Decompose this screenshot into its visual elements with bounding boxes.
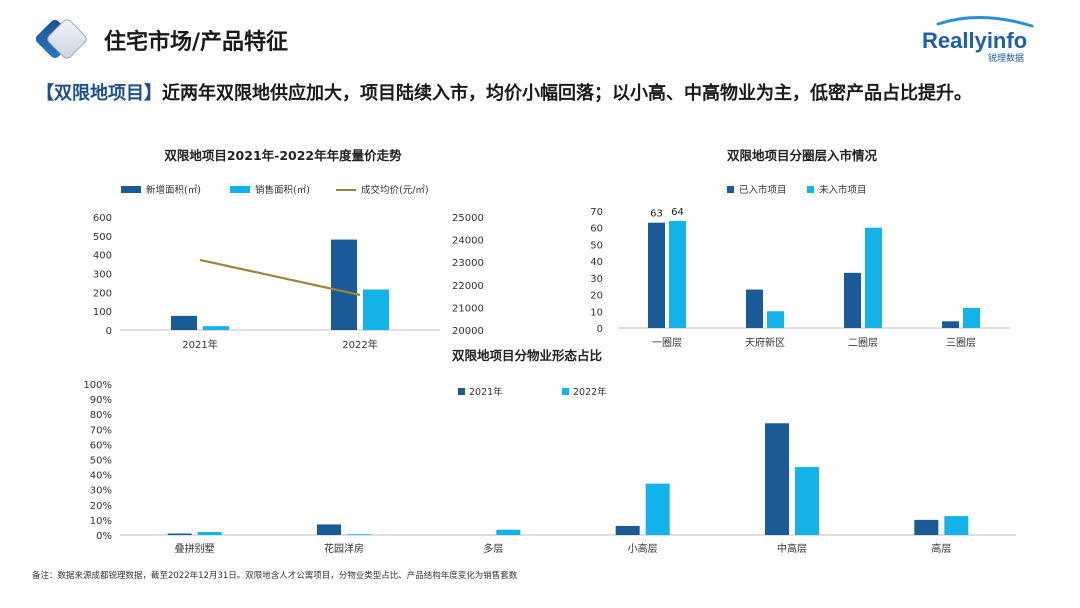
chart2-ytick-label: 60 <box>590 224 603 235</box>
chart2-xtick-label: 天府新区 <box>745 336 785 349</box>
chart2-ytick-label: 20 <box>590 291 603 302</box>
chart1-y2tick-label: 21000 <box>452 303 484 314</box>
chart3-ytick-label: 100% <box>83 380 112 391</box>
chart3-xtick-label: 花园洋房 <box>324 542 364 555</box>
chart3-legend-0: 2021年 <box>469 386 503 398</box>
chart1-title: 双限地项目2021年-2022年年度量价走势 <box>163 148 402 163</box>
chart3-legend-1: 2022年 <box>573 386 607 398</box>
chart3-title: 双限地项目分物业形态占比 <box>451 348 603 363</box>
chart2-bar-unlisted <box>767 311 784 328</box>
chart1-ytick-label: 200 <box>93 288 112 299</box>
chart1-ytick-label: 500 <box>93 232 112 243</box>
chart3-ytick-label: 40% <box>90 471 112 482</box>
chart3-xtick-label: 小高层 <box>628 542 658 555</box>
chart3-bar-2021 <box>167 533 192 535</box>
chart3-ytick-label: 30% <box>90 486 112 497</box>
chart1-legend-2: 成交均价(元/㎡) <box>361 184 429 196</box>
chart3-bar-2021 <box>914 519 939 535</box>
chart2-xtick-label: 一圈层 <box>652 337 682 349</box>
chart1-xtick-label: 2021年 <box>182 338 217 351</box>
headline-text: 近两年双限地供应加大，项目陆续入市，均价小幅回落；以小高、中高物业为主，低密产品… <box>162 83 972 104</box>
chart2-xtick-label: 三圈层 <box>946 337 976 349</box>
chart2-bar-listed <box>746 289 763 328</box>
chart2-bar-listed <box>648 222 665 328</box>
chart3-bar-2021 <box>317 524 341 535</box>
chart2-bar-listed <box>942 321 959 328</box>
chart2-bar-listed <box>844 272 861 328</box>
chart1-y2tick-label: 22000 <box>452 281 484 292</box>
chart3-bar-2022 <box>496 529 521 535</box>
chart3-ytick-label: 70% <box>90 425 112 436</box>
chart3-ytick-label: 50% <box>90 456 112 467</box>
chart1-ytick-label: 600 <box>93 213 112 224</box>
chart2-bar-unlisted <box>669 221 686 328</box>
logo-diamond-icon <box>35 19 87 59</box>
chart2-legend-1: 未入市项目 <box>819 184 867 196</box>
brand-subtitle: 锐理数据 <box>988 52 1024 64</box>
chart3-xtick-label: 中高层 <box>777 542 807 555</box>
chart2-legend-0: 已入市项目 <box>739 184 787 196</box>
chart3-xtick-label: 叠拼别墅 <box>175 542 215 555</box>
chart3-ytick-label: 10% <box>90 516 112 527</box>
chart2-legend-swatch-0 <box>727 186 734 193</box>
chart3-bar-2021 <box>765 423 789 535</box>
page-title: 住宅市场/产品特征 <box>104 30 289 55</box>
chart1-xtick-label: 2022年 <box>342 338 377 351</box>
chart1-ytick-label: 300 <box>93 270 112 281</box>
chart2-ytick-label: 50 <box>590 240 603 251</box>
chart2-ytick-label: 30 <box>590 274 603 285</box>
chart3-bar-2022 <box>645 483 670 535</box>
chart3-legend-swatch-1 <box>562 388 569 395</box>
chart1-bar-sold-area <box>363 289 389 330</box>
chart3-xtick-label: 高层 <box>931 542 951 555</box>
chart1-legend-swatch-1 <box>230 186 250 193</box>
chart1-legend-0: 新增面积(㎡) <box>146 184 201 196</box>
chart3-bar-2022 <box>944 516 969 535</box>
chart2-ytick-label: 70 <box>590 207 603 218</box>
chart1-y2tick-label: 25000 <box>452 213 484 224</box>
chart1-line-avg-price <box>199 258 361 297</box>
chart-marks: 6005004003002001000250002400023000220002… <box>83 207 1016 555</box>
chart1-legend-swatch-0 <box>121 186 141 193</box>
chart2-title: 双限地项目分圈层入市情况 <box>726 148 878 163</box>
chart2-legend-swatch-1 <box>807 186 814 193</box>
chart1-bar-sold-area <box>203 326 229 330</box>
chart3-ytick-label: 80% <box>90 410 112 421</box>
chart3-bar-2022 <box>347 534 371 535</box>
chart1-ytick-label: 0 <box>106 326 112 337</box>
chart3-xtick-label: 多层 <box>483 542 503 555</box>
chart1-y2tick-label: 24000 <box>452 236 484 247</box>
brand-logo: Reallyinfo 锐理数据 <box>922 16 1034 64</box>
headline-tag: 【双限地项目】 <box>36 83 162 104</box>
chart3-legend-swatch-0 <box>458 388 465 395</box>
headline: 【双限地项目】近两年双限地供应加大，项目陆续入市，均价小幅回落；以小高、中高物业… <box>36 76 1046 111</box>
chart1-ytick-label: 400 <box>93 251 112 262</box>
chart2-bar-unlisted <box>963 307 980 328</box>
chart3-ytick-label: 60% <box>90 440 112 451</box>
chart2-data-label: 63 <box>650 209 663 220</box>
footnote: 备注：数据来源成都锐理数据，截至2022年12月31日。双限地含人才公寓项目，分… <box>32 571 518 581</box>
chart1-ytick-label: 100 <box>93 307 112 318</box>
chart2-data-label: 64 <box>671 207 684 218</box>
chart3-bar-2022 <box>197 531 222 535</box>
chart3-ytick-label: 20% <box>90 501 112 512</box>
chart2-ytick-label: 0 <box>597 324 603 335</box>
chart2-bar-unlisted <box>865 227 882 328</box>
chart2-xtick-label: 二圈层 <box>848 337 878 349</box>
chart3-bar-2022 <box>795 467 819 535</box>
chart1-y2tick-label: 20000 <box>452 326 484 337</box>
chart3-ytick-label: 90% <box>90 395 112 406</box>
chart1-bar-new-area <box>331 239 357 330</box>
brand-name: Reallyinfo <box>922 28 1027 53</box>
chart3-bar-2021 <box>615 525 640 535</box>
chart1-legend-1: 销售面积(㎡) <box>255 184 310 196</box>
chart1-y2tick-label: 23000 <box>452 258 484 269</box>
chart2-ytick-label: 10 <box>590 307 603 318</box>
chart1-bar-new-area <box>171 315 197 330</box>
chart2-ytick-label: 40 <box>590 257 603 268</box>
chart3-ytick-label: 0% <box>96 531 112 542</box>
